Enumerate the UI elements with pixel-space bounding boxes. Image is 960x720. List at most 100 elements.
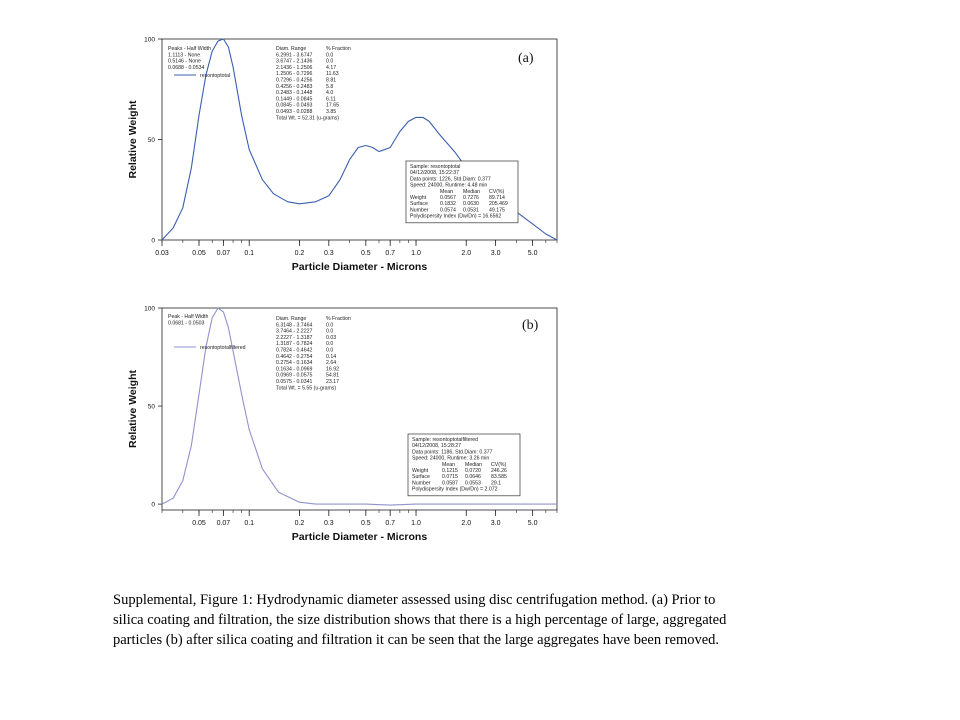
- data-point: [205, 74, 207, 76]
- y-axis-label: Relative Weight: [127, 370, 139, 448]
- data-point: [232, 350, 234, 352]
- x-tick-label: 0.5: [361, 520, 371, 527]
- series-line: [161, 38, 558, 241]
- legend-entry: resontoptotal: [200, 73, 230, 79]
- x-tick-label: 2.0: [461, 520, 471, 527]
- range-row-fraction: 0.03: [326, 335, 336, 341]
- data-point: [262, 468, 263, 470]
- x-tick-label: 0.2: [295, 520, 305, 527]
- data-point: [389, 504, 391, 506]
- range-total: Total Wt. = 5.55 (u-grams): [276, 385, 336, 391]
- range-header-fraction: % Fraction: [326, 46, 351, 52]
- data-point: [161, 503, 163, 505]
- y-tick-label: 100: [144, 306, 155, 313]
- stats-cell: Number: [410, 207, 429, 213]
- stats-line: Speed: 24000, Runtime: 4.48 min: [410, 183, 487, 189]
- range-row-diam: 1.2506 - 0.7296: [276, 71, 312, 77]
- stats-line: 04/12/2008, 15:22:37: [410, 170, 459, 176]
- x-tick-label: 5.0: [528, 520, 538, 527]
- data-point: [365, 145, 367, 146]
- range-row-diam: 0.7824 - 0.4642: [276, 348, 312, 354]
- stats-cell: 0.0553: [465, 480, 481, 486]
- y-tick-label: 0: [151, 238, 155, 245]
- range-row-fraction: 0.0: [326, 59, 333, 65]
- data-point: [299, 203, 300, 205]
- range-row-diam: 0.2483 - 0.1448: [276, 90, 312, 96]
- range-row-fraction: 0.0: [326, 329, 333, 335]
- data-point: [217, 307, 219, 309]
- stats-cell: Weight: [410, 195, 427, 201]
- x-tick-label: 1.0: [411, 250, 421, 257]
- range-header-diam: Diam. Range: [276, 316, 306, 322]
- data-point: [182, 480, 184, 481]
- data-point: [415, 503, 417, 505]
- data-point: [241, 115, 242, 116]
- stats-line: Sample: resontoptotal: [410, 164, 460, 170]
- y-tick-label: 0: [151, 502, 155, 509]
- data-point: [232, 66, 234, 68]
- data-point: [241, 393, 242, 395]
- data-point: [315, 503, 316, 505]
- stats-line: 04/12/2008, 15:28:27: [412, 443, 461, 449]
- range-row-fraction: 0.14: [326, 354, 336, 360]
- stats-cell: 0.0531: [463, 207, 479, 213]
- data-point: [287, 201, 289, 203]
- y-tick-label: 50: [148, 404, 156, 411]
- range-row-fraction: 6.11: [326, 96, 336, 102]
- stats-cell: 246.26: [491, 468, 507, 474]
- range-row-diam: 0.0845 - 0.0493: [276, 103, 312, 109]
- x-tick-label: 0.05: [192, 520, 206, 527]
- data-point: [328, 195, 330, 197]
- data-point: [273, 193, 274, 195]
- range-header-diam: Diam. Range: [276, 46, 306, 52]
- data-point: [248, 429, 250, 430]
- stats-column-header: CV(%): [491, 462, 507, 468]
- range-total: Total Wt. = 52.31 (u-grams): [276, 115, 339, 121]
- data-point: [349, 159, 350, 160]
- legend-entry: resontoptotalfiltered: [200, 345, 246, 351]
- stats-line: Data points: 1186, Std.Diam: 0.377: [412, 449, 492, 455]
- series-line: [161, 307, 557, 506]
- data-point: [440, 135, 441, 136]
- panel-label: (b): [522, 318, 539, 333]
- x-tick-label: 0.5: [361, 250, 371, 257]
- x-tick-label: 2.0: [461, 250, 471, 257]
- data-point: [372, 147, 374, 148]
- stats-box: [407, 433, 521, 497]
- stats-cell: Surface: [412, 474, 430, 480]
- x-tick-label: 0.05: [192, 250, 206, 257]
- x-tick-label: 0.1: [244, 250, 254, 257]
- chart-b: 0.05 0.07 0.1 0.2 0.3 0.5 0.7 1.0 2.0 3.0 5.0 0 50 10…: [127, 306, 558, 543]
- x-tick-label: 3.0: [491, 520, 501, 527]
- data-point: [415, 117, 417, 118]
- stats-cell: 0.0715: [442, 474, 458, 480]
- data-point: [428, 121, 430, 122]
- data-point: [422, 117, 424, 118]
- stats-line: Data points: 1226, Std.Diam: 0.377: [410, 176, 491, 182]
- stats-cell: Weight: [412, 468, 429, 474]
- data-point: [278, 491, 279, 493]
- y-axis-label: Relative Weight: [127, 100, 139, 178]
- data-point: [556, 239, 558, 241]
- data-point: [205, 346, 207, 348]
- data-point: [182, 207, 184, 209]
- stats-line: Sample: resontoptotalfiltered: [412, 437, 478, 443]
- stats-cell: 0.0567: [440, 195, 456, 201]
- stats-cell: 0.0646: [465, 474, 481, 480]
- range-row-diam: 0.0969 - 0.0575: [276, 373, 312, 379]
- range-row-diam: 6.2991 - 3.6747: [276, 52, 312, 58]
- data-point: [262, 179, 263, 181]
- stats-cell: 0.1215: [442, 468, 458, 474]
- data-point: [349, 503, 350, 505]
- range-row-diam: 0.7296 - 0.4256: [276, 78, 312, 84]
- x-tick-label: 1.0: [411, 520, 421, 527]
- data-point: [223, 311, 224, 313]
- range-row-fraction: 17.65: [326, 103, 339, 109]
- data-point: [357, 147, 359, 148]
- range-row-fraction: 0.0: [326, 348, 333, 354]
- x-tick-label: 0.2: [295, 250, 305, 257]
- range-row-fraction: 16.92: [326, 366, 339, 372]
- stats-box: [405, 160, 519, 224]
- stats-column-header: Median: [465, 462, 482, 468]
- peaks-header: Peak - Half Width: [168, 314, 208, 320]
